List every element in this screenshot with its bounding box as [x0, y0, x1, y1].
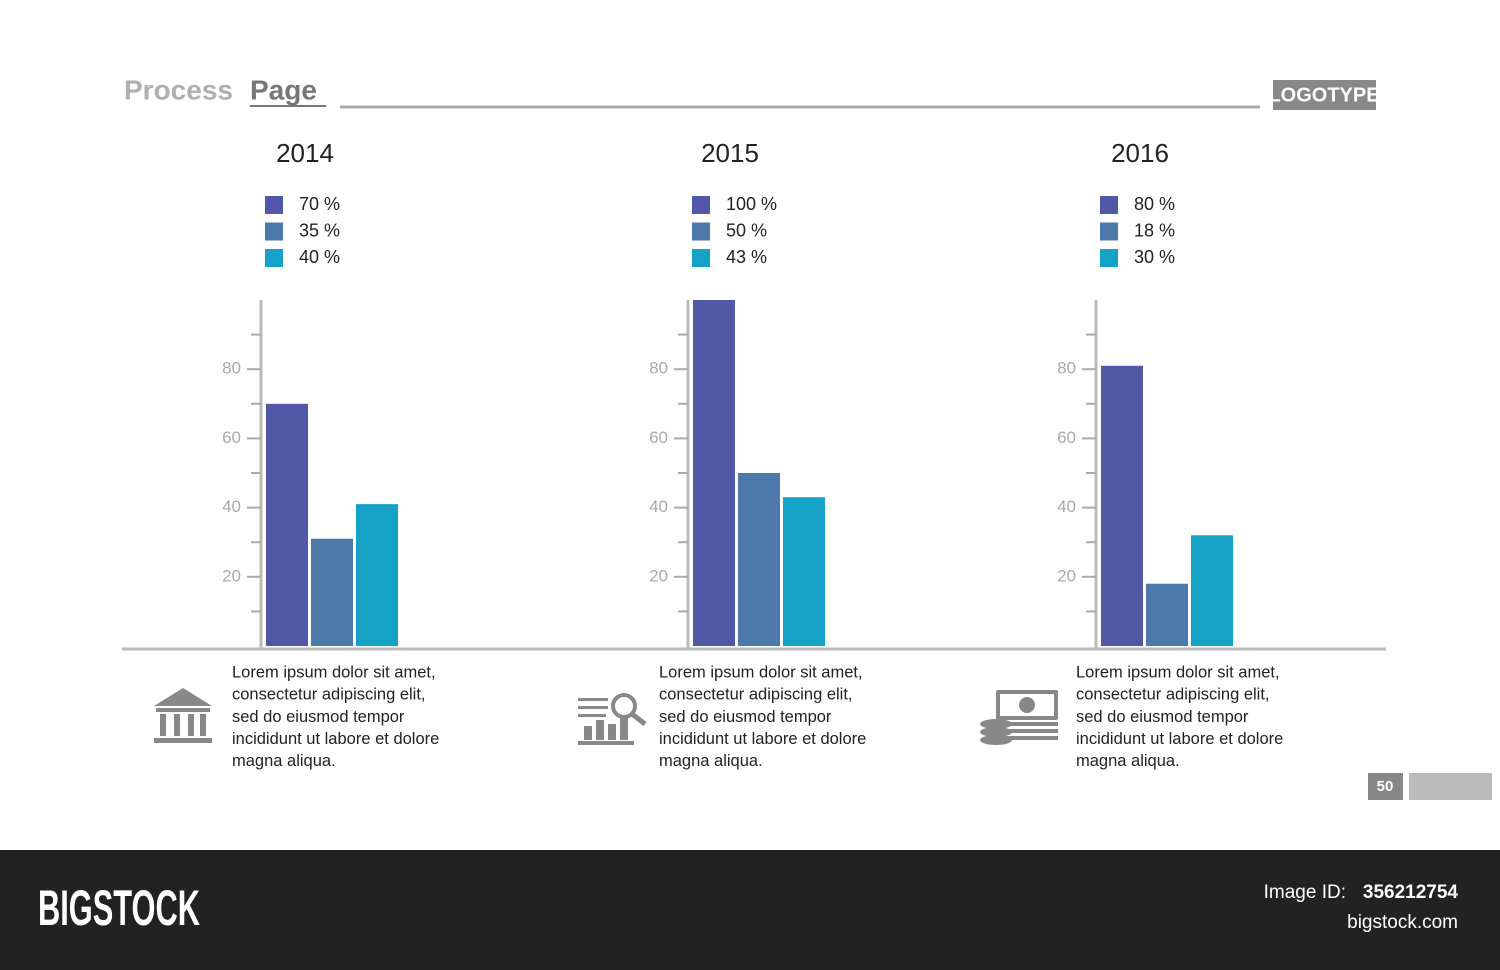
legend-label: 30 % — [1134, 247, 1175, 267]
bar — [693, 300, 735, 646]
description-line: Lorem ipsum dolor sit amet, — [1076, 663, 1280, 681]
y-tick-label: 20 — [1057, 566, 1076, 585]
title-light: Process — [124, 74, 233, 105]
y-tick-label: 60 — [649, 428, 668, 447]
legend-swatch — [265, 249, 283, 267]
logo: LOGOTYPE — [1268, 84, 1379, 106]
y-tick-label: 40 — [222, 497, 241, 516]
money-icon — [980, 690, 1058, 745]
legend-label: 70 % — [299, 194, 340, 214]
legend-swatch — [692, 196, 710, 214]
description-line: sed do eiusmod tempor — [232, 708, 405, 726]
description-line: sed do eiusmod tempor — [659, 708, 832, 726]
description-line: incididunt ut labore et dolore — [1076, 730, 1283, 748]
legend-label: 43 % — [726, 247, 767, 267]
bank-icon — [154, 688, 212, 743]
analysis-icon — [578, 693, 647, 745]
y-tick-label: 20 — [222, 566, 241, 585]
bar — [1146, 583, 1188, 646]
description-line: consectetur adipiscing elit, — [232, 686, 426, 704]
y-tick-label: 80 — [222, 359, 241, 378]
description-line: Lorem ipsum dolor sit amet, — [232, 663, 436, 681]
y-tick-label: 40 — [1057, 497, 1076, 516]
image-id: 356212754 — [1363, 882, 1459, 903]
page-bar — [1409, 773, 1492, 800]
bar — [356, 504, 398, 646]
y-tick-label: 20 — [649, 566, 668, 585]
y-tick-label: 40 — [649, 497, 668, 516]
legend-swatch — [265, 222, 283, 241]
legend-swatch — [265, 196, 283, 214]
description-line: incididunt ut labore et dolore — [232, 730, 439, 748]
image-id-label: Image ID: — [1264, 882, 1346, 903]
bar — [311, 538, 353, 646]
legend-swatch — [692, 222, 710, 241]
legend-swatch — [1100, 222, 1118, 241]
chart-title: 2015 — [701, 138, 759, 168]
description-line: sed do eiusmod tempor — [1076, 708, 1249, 726]
bar — [783, 497, 825, 646]
chart-title: 2014 — [276, 138, 334, 168]
description-line: Lorem ipsum dolor sit amet, — [659, 663, 863, 681]
page-number: 50 — [1377, 778, 1394, 795]
legend-swatch — [1100, 249, 1118, 267]
bar — [1101, 365, 1143, 646]
y-tick-label: 60 — [1057, 428, 1076, 447]
legend-swatch — [692, 249, 710, 267]
page-number-box — [1368, 773, 1403, 800]
bar — [266, 403, 308, 646]
legend-label: 80 % — [1134, 194, 1175, 214]
description-line: incididunt ut labore et dolore — [659, 730, 866, 748]
description-line: consectetur adipiscing elit, — [659, 686, 853, 704]
legend-label: 40 % — [299, 247, 340, 267]
legend-label: 18 % — [1134, 220, 1175, 240]
footer-site: bigstock.com — [1347, 912, 1458, 933]
legend-label: 100 % — [726, 194, 777, 214]
logo-box — [1273, 80, 1376, 110]
description-line: magna aliqua. — [659, 752, 763, 770]
legend-swatch — [1100, 196, 1118, 214]
chart-title: 2016 — [1111, 138, 1169, 168]
description-line: consectetur adipiscing elit, — [1076, 686, 1270, 704]
legend-label: 50 % — [726, 220, 767, 240]
description-line: magna aliqua. — [232, 752, 336, 770]
bar — [738, 473, 780, 646]
bar — [1191, 535, 1233, 646]
legend-label: 35 % — [299, 220, 340, 240]
footer-brand: BIGSTOCK — [38, 880, 200, 936]
description-line: magna aliqua. — [1076, 752, 1180, 770]
footer — [0, 850, 1500, 970]
title-bold: Page — [250, 74, 317, 105]
y-tick-label: 80 — [1057, 359, 1076, 378]
y-tick-label: 60 — [222, 428, 241, 447]
y-tick-label: 80 — [649, 359, 668, 378]
